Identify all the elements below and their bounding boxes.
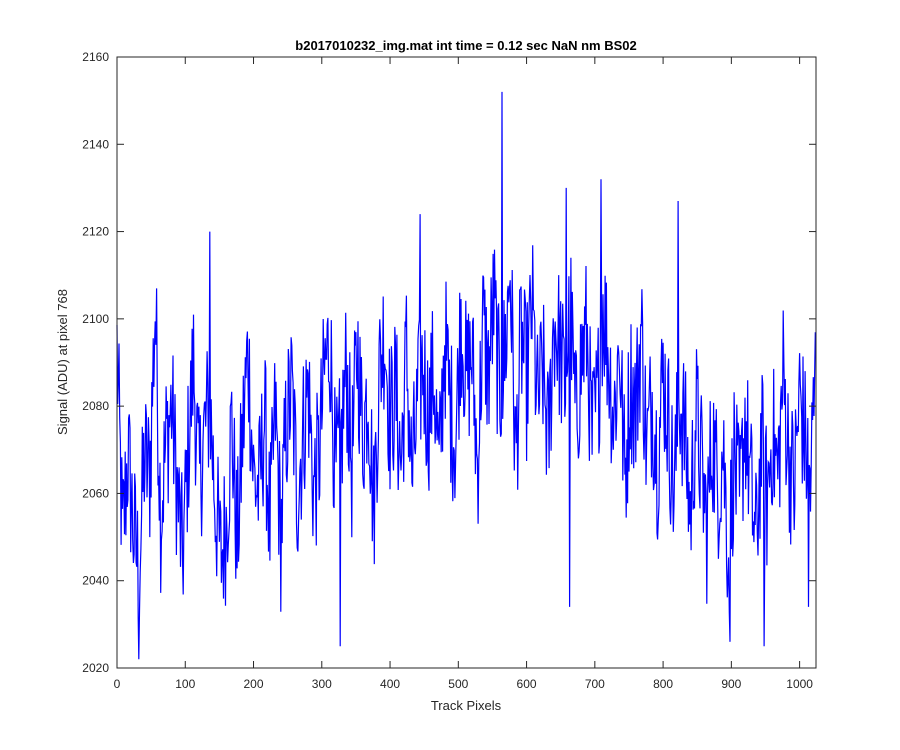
x-tick-label: 600 (517, 677, 537, 691)
x-tick-label: 400 (380, 677, 400, 691)
y-tick-label: 2120 (82, 225, 109, 239)
plot-frame (116, 56, 817, 669)
x-tick-label: 1000 (786, 677, 813, 691)
x-tick-label: 200 (244, 677, 264, 691)
y-tick-label: 2080 (82, 399, 109, 413)
x-tick-label: 700 (585, 677, 605, 691)
chart-title: b2017010232_img.mat int time = 0.12 sec … (295, 38, 636, 53)
y-tick-label: 2160 (82, 50, 109, 64)
x-tick-label: 100 (175, 677, 195, 691)
y-tick-label: 2140 (82, 137, 109, 151)
y-tick-label: 2020 (82, 661, 109, 675)
x-tick-label: 500 (448, 677, 468, 691)
x-tick-label: 300 (312, 677, 332, 691)
x-axis-title: Track Pixels (431, 698, 502, 713)
y-axis-title: Signal (ADU) at pixel 768 (55, 289, 70, 435)
x-tick-label: 800 (653, 677, 673, 691)
y-tick-label: 2100 (82, 312, 109, 326)
y-tick-label: 2040 (82, 574, 109, 588)
y-tick-label: 2060 (82, 486, 109, 500)
series-line (116, 91, 816, 660)
x-tick-label: 0 (114, 677, 121, 691)
x-tick-label: 900 (721, 677, 741, 691)
